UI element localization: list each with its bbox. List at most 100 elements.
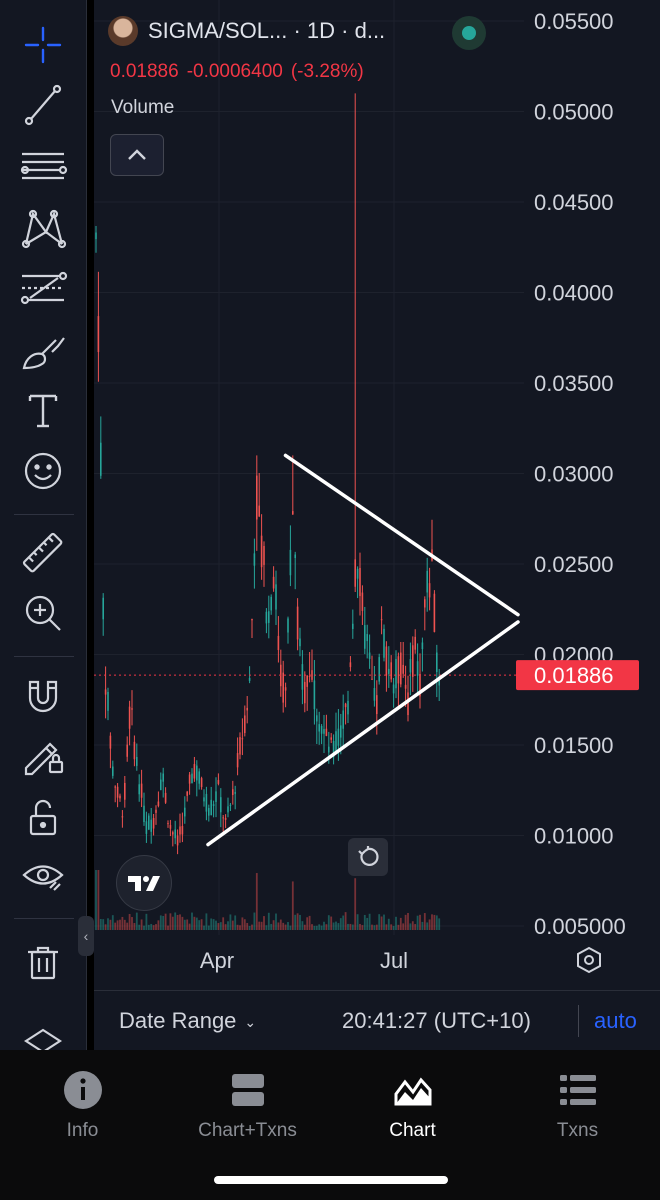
candle-body [340,725,342,738]
volume-bar [193,916,196,930]
hexagon-settings-icon [577,946,601,974]
volume-bar [411,921,414,930]
volume-indicator-label[interactable]: Volume [111,97,175,118]
candle-body [143,805,145,823]
candle-body [174,829,176,839]
volume-bar [354,878,357,930]
candle-body [220,797,222,813]
volume-bar [155,924,157,930]
market-status-indicator [452,16,486,50]
horizontal-lines-icon[interactable] [16,140,70,194]
volume-bar [296,913,299,930]
volume-bar [174,912,177,930]
candle-body [347,700,349,715]
layers-icon[interactable] [16,1014,70,1068]
reset-chart-button[interactable] [348,838,388,876]
toolbar-divider [14,656,74,657]
price-axis-label: 0.01000 [534,824,614,849]
volume-bar [315,925,318,930]
tab-txns[interactable]: Txns [495,1070,660,1150]
candle-body [342,710,344,729]
volume-bar [258,921,261,930]
magnet-icon[interactable] [16,668,70,722]
crosshair-icon[interactable] [16,18,70,72]
candle-body [289,549,292,576]
volume-bar [234,915,237,930]
candle-body [109,735,112,749]
candle-body [332,740,335,757]
volume-bar [387,918,390,930]
emoji-icon[interactable] [16,444,70,498]
candle-body [438,676,440,686]
volume-bar [183,919,186,930]
lock-drawing-icon[interactable] [16,728,70,782]
volume-bar [284,924,287,930]
volume-bar [335,921,337,930]
volume-bar [219,922,222,930]
trash-icon[interactable] [16,936,70,990]
volume-bar [179,914,181,930]
volume-bar [236,924,239,930]
volume-bar [140,919,143,930]
symbol-title[interactable]: SIGMA/SOL... · 1D · d... [148,18,386,43]
volume-bar [339,918,342,930]
volume-bar [121,916,124,930]
chart-pane[interactable]: 0.05500 0.05000 0.04500 0.04000 0.03500 0.030… [94,0,660,990]
candle-body [323,729,325,734]
volume-bar [404,914,407,930]
trend-line [283,453,520,617]
unlock-icon[interactable] [16,790,70,844]
toolbar-collapse-handle[interactable]: ‹ [78,916,94,956]
volume-bar [227,921,229,930]
eye-icon[interactable] [16,848,70,902]
candle-body [383,628,385,658]
chart-settings-button[interactable] [574,945,604,975]
time-axis-label: Jul [380,948,408,973]
volume-bar [104,924,107,930]
volume-bar [212,919,215,930]
volume-bar [299,914,301,930]
tab-label: Info [66,1120,99,1141]
volume-bar [347,923,349,930]
token-avatar [108,16,138,46]
tab-info[interactable]: Info [0,1070,165,1150]
volume-bar [320,925,323,930]
tab-chart-txns[interactable]: Chart+Txns [165,1070,330,1150]
auto-scale-button[interactable]: auto [594,1008,637,1033]
price-axis-label: 0.04000 [534,281,614,306]
candle-body [162,773,164,782]
price-chart[interactable]: 0.05500 0.05000 0.04500 0.04000 0.03500 0.030… [94,0,660,990]
fib-levels-icon[interactable] [16,262,70,316]
volume-bar [123,919,126,930]
collapse-indicators-button[interactable] [110,134,164,176]
brush-icon[interactable] [16,324,70,378]
volume-bar [327,915,330,930]
price-change-pct: (-3.28%) [290,61,364,82]
date-range-button[interactable]: Date Range ⌄ [119,1008,256,1034]
candle-body [337,728,340,746]
volume-bar [126,922,129,930]
pattern-icon[interactable] [16,202,70,256]
candle-body [246,707,248,711]
timezone-clock[interactable]: 20:41:27 (UTC+10) [342,1008,531,1033]
ruler-icon[interactable] [16,526,70,580]
candle-body [140,783,143,798]
volume-bar [287,922,289,930]
volume-bar [102,919,105,930]
volume-bar [207,925,210,930]
candle-body [299,638,301,647]
candle-body [421,642,424,650]
candle-body [409,659,412,673]
volume-bar [378,914,381,930]
volume-bars [95,870,441,930]
trend-line-icon[interactable] [16,78,70,132]
text-icon[interactable] [16,384,70,438]
candle-body [136,756,138,766]
volume-bar [277,922,280,930]
tab-chart[interactable]: Chart [330,1070,495,1150]
tradingview-logo[interactable] [116,855,172,911]
volume-bar [349,923,352,930]
candle-body [107,691,109,711]
zoom-in-icon[interactable] [16,586,70,640]
volume-bar [356,914,359,930]
